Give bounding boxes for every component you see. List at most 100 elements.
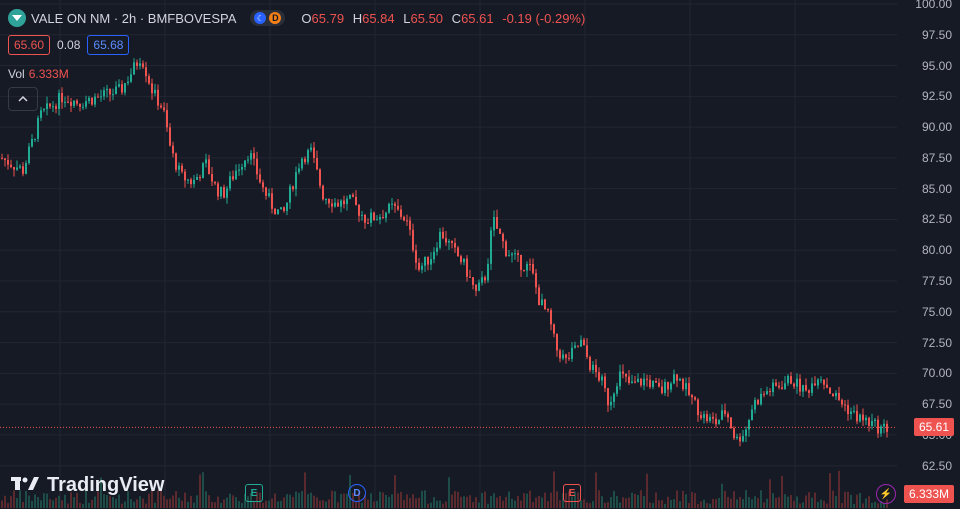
- volume-bar: [400, 491, 402, 508]
- volume-bar: [826, 503, 828, 508]
- candle-body: [403, 216, 405, 221]
- last-volume-badge: 6.333M: [903, 485, 954, 503]
- volume-bar: [526, 493, 528, 508]
- candle-body: [160, 105, 162, 108]
- candle-body: [277, 209, 279, 215]
- candle-body: [475, 284, 477, 291]
- volume-bar: [307, 494, 309, 508]
- volume-bar: [55, 497, 57, 508]
- volume-bar: [472, 502, 474, 508]
- candle-body: [352, 194, 354, 197]
- price-tick-label: 62.50: [921, 458, 952, 473]
- volume-bar: [598, 490, 600, 508]
- candle-body: [574, 345, 576, 348]
- candle-body: [385, 212, 387, 219]
- candle-body: [775, 382, 777, 386]
- candle-body: [310, 147, 312, 151]
- volume-bar: [112, 496, 114, 508]
- symbol-title[interactable]: VALE ON NM · 2h · BMFBOVESPA: [31, 10, 237, 26]
- candle-body: [445, 238, 447, 243]
- volume-bar: [844, 491, 846, 508]
- candle-body: [286, 202, 288, 211]
- volume-bar: [178, 497, 180, 508]
- volume-bar: [883, 503, 885, 508]
- volume-bar: [595, 472, 597, 508]
- candle-body: [436, 247, 438, 252]
- bid-button[interactable]: 65.60: [8, 35, 51, 55]
- volume-bar: [640, 490, 642, 508]
- volume-bar: [868, 496, 870, 508]
- volume-bar: [769, 479, 771, 508]
- symbol-logo-icon[interactable]: [8, 9, 26, 27]
- candle-body: [817, 379, 819, 386]
- candle-body: [7, 160, 9, 165]
- ask-button[interactable]: 65.68: [87, 35, 130, 55]
- candle-body: [829, 387, 831, 394]
- collapse-legend-button[interactable]: [8, 87, 38, 111]
- volume-bar: [547, 501, 549, 508]
- volume-bar: [340, 494, 342, 508]
- volume-bar: [409, 498, 411, 508]
- candle-body: [223, 187, 225, 198]
- volume-legend[interactable]: Vol 6.333M: [8, 67, 69, 81]
- candle-body: [733, 428, 735, 439]
- candle-body: [799, 378, 801, 392]
- earnings-event-icon[interactable]: E: [245, 484, 263, 502]
- volume-bar: [736, 499, 738, 508]
- price-tick-label: 90.00: [921, 120, 952, 135]
- volume-bar: [310, 492, 312, 508]
- candle-body: [124, 83, 126, 93]
- candle-body: [601, 376, 603, 381]
- volume-bar: [109, 496, 111, 508]
- candle-body: [40, 110, 42, 118]
- volume-bar: [754, 496, 756, 508]
- candle-body: [361, 214, 363, 216]
- volume-bar: [85, 490, 87, 508]
- candle-body: [613, 393, 615, 402]
- volume-bar: [58, 495, 60, 508]
- volume-bar: [673, 499, 675, 508]
- volume-bar: [616, 495, 618, 508]
- candle-body: [577, 345, 579, 347]
- lightning-icon[interactable]: ⚡: [876, 484, 896, 504]
- candle-body: [295, 172, 297, 190]
- candle-body: [583, 339, 585, 346]
- session-pill[interactable]: ☾ D: [250, 10, 286, 26]
- volume-bar: [835, 495, 837, 508]
- candle-body: [745, 429, 747, 436]
- candle-body: [736, 436, 738, 439]
- candle-body: [487, 263, 489, 281]
- candle-body: [118, 84, 120, 87]
- volume-bar: [184, 492, 186, 508]
- candle-body: [271, 193, 273, 209]
- volume-bar: [418, 497, 420, 508]
- candle-body: [631, 381, 633, 383]
- earnings-upcoming-icon[interactable]: E: [563, 484, 581, 502]
- volume-bar: [685, 494, 687, 508]
- volume-bar: [508, 491, 510, 508]
- dividend-event-icon[interactable]: D: [348, 484, 366, 502]
- candle-body: [565, 354, 567, 358]
- candle-body: [802, 385, 804, 392]
- candle-body: [748, 420, 750, 430]
- volume-bar: [97, 491, 99, 508]
- volume-bar: [196, 495, 198, 508]
- volume-bar: [823, 500, 825, 508]
- candle-body: [391, 203, 393, 205]
- candle-body: [181, 165, 183, 172]
- volume-bar: [187, 501, 189, 508]
- volume-bar: [655, 492, 657, 508]
- volume-bar: [193, 502, 195, 508]
- candle-body: [253, 153, 255, 159]
- price-tick-label: 75.00: [921, 304, 952, 319]
- candle-body: [661, 386, 663, 394]
- candle-body: [64, 101, 66, 103]
- tradingview-logo[interactable]: TradingView: [11, 474, 164, 497]
- volume-bar: [742, 499, 744, 508]
- volume-bar: [388, 496, 390, 508]
- volume-bar: [331, 490, 333, 508]
- candle-body: [715, 418, 717, 425]
- candle-body: [418, 262, 420, 270]
- candle-body: [94, 96, 96, 105]
